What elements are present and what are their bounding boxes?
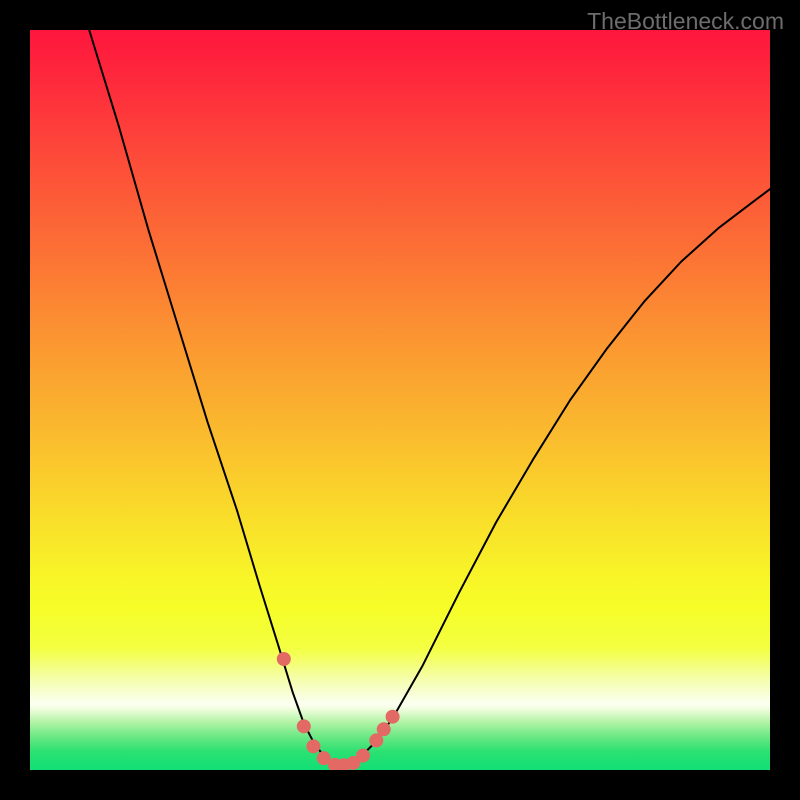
curve-marker	[370, 734, 383, 747]
curve-marker	[357, 749, 370, 762]
curve-marker	[297, 720, 310, 733]
curve-marker	[377, 723, 390, 736]
plot-area	[30, 30, 770, 770]
gradient-background	[30, 30, 770, 770]
watermark-label: TheBottleneck.com	[587, 8, 784, 35]
curve-marker	[386, 710, 399, 723]
chart-container: TheBottleneck.com	[0, 0, 800, 800]
curve-marker	[307, 740, 320, 753]
chart-svg	[30, 30, 770, 770]
curve-marker	[277, 653, 290, 666]
